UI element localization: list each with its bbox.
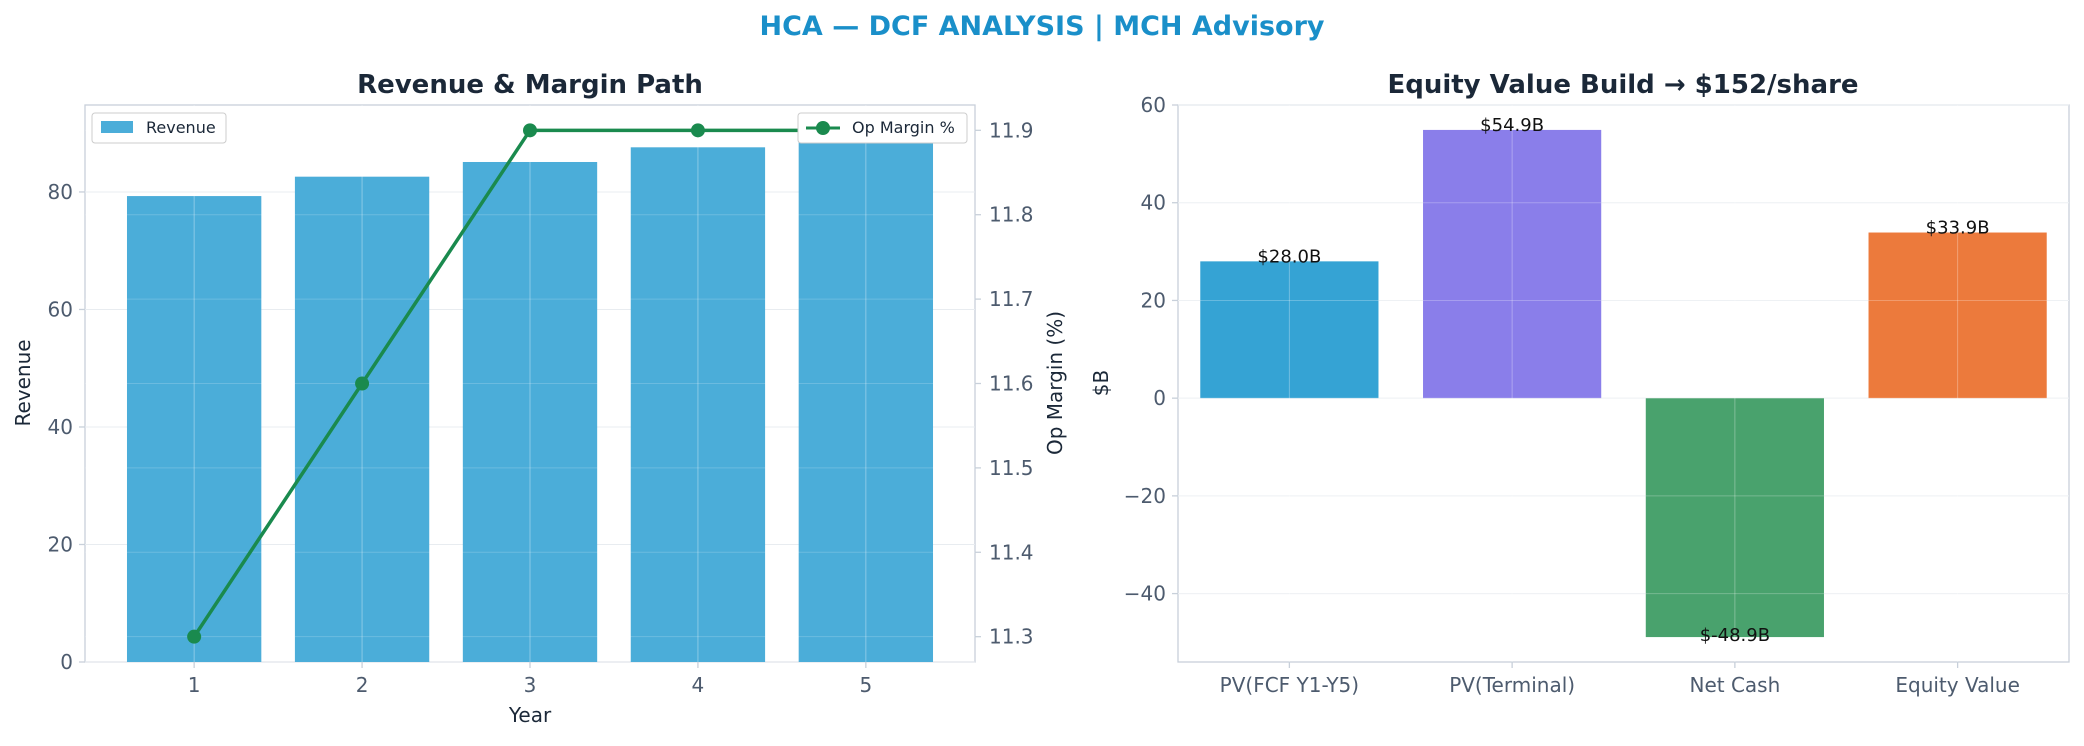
- right-y-ticks: −40 −20 0 20 40 60: [1124, 93, 1178, 606]
- left-y2-tick-label: 11.6: [989, 372, 1034, 396]
- left-vertical-grid: [85, 105, 975, 662]
- right-x-ticks: PV(FCF Y1-Y5) PV(Terminal) Net Cash Equity …: [1220, 662, 2020, 697]
- right-y-tick-label: 0: [1153, 386, 1166, 410]
- left-x-axis-label: Year: [508, 703, 552, 727]
- left-y-ticks: 0 20 40 60 80: [48, 180, 85, 674]
- left-y2-tick-label: 11.7: [989, 287, 1034, 311]
- op-margin-legend: Op Margin %: [797, 112, 968, 144]
- equity-bars: [1200, 129, 2047, 638]
- revenue-bar: [798, 132, 934, 663]
- revenue-legend-label: Revenue: [146, 118, 216, 137]
- equity-data-label: $28.0B: [1257, 246, 1321, 267]
- left-y2-tick-label: 11.9: [989, 118, 1034, 142]
- equity-data-label: $54.9B: [1480, 115, 1544, 136]
- equity-data-label: $33.9B: [1926, 218, 1990, 239]
- left-y2-tick-label: 11.4: [989, 540, 1034, 564]
- revenue-legend-box: [91, 112, 227, 144]
- right-y-tick-label: 20: [1141, 288, 1166, 312]
- left-x-tick-label: 2: [356, 673, 369, 697]
- left-y-tick-label: 80: [48, 180, 73, 204]
- left-x-tick-label: 4: [692, 673, 705, 697]
- left-x-tick-label: 1: [188, 673, 201, 697]
- op-margin-point: [690, 123, 705, 138]
- revenue-legend: Revenue: [91, 112, 227, 144]
- left-y-tick-label: 20: [48, 532, 73, 556]
- revenue-bars: [126, 132, 934, 663]
- equity-bar: [1645, 398, 1824, 638]
- right-y-axis-label: $B: [1089, 370, 1113, 396]
- op-margin-point: [523, 123, 537, 138]
- left-y2-tick-label: 11.3: [989, 625, 1034, 649]
- left-y-axis-label: Revenue: [11, 339, 35, 426]
- left-x-tick-label: 5: [859, 673, 872, 697]
- figure-suptitle: HCA — DCF ANALYSIS | MCH Advisory: [759, 11, 1324, 42]
- revenue-bar: [462, 161, 598, 662]
- right-vertical-grid: [1178, 104, 2069, 662]
- left-y2-ticks: 11.3 11.4 11.5 11.6 11.7 11.8 11.9: [975, 118, 1034, 649]
- right-y-tick-label: 40: [1141, 191, 1166, 215]
- left-y-tick-label: 40: [48, 415, 73, 439]
- equity-data-label: $-48.9B: [1700, 625, 1770, 646]
- right-x-tick-label: Net Cash: [1689, 673, 1780, 697]
- right-y-tick-label: −40: [1124, 582, 1166, 606]
- left-y-tick-label: 0: [60, 650, 73, 674]
- revenue-margin-chart: 0 20 40 60 80 11.3 11.4 11.5 11.6 11.7 11.8 11.9 1…: [11, 70, 1067, 727]
- op-margin-point: [355, 376, 370, 391]
- left-chart-title: Revenue & Margin Path: [357, 70, 703, 100]
- equity-data-labels: $28.0B $54.9B $-48.9B $33.9B: [1257, 115, 1989, 646]
- equity-value-chart: $28.0B$54.9B$-48.9B$33.9B −40−200204060 …: [1089, 70, 2070, 697]
- op-margin-point: [187, 629, 202, 644]
- right-y-tick-label: −20: [1124, 484, 1166, 508]
- right-x-tick-label: Equity Value: [1895, 673, 2020, 697]
- equity-bar: [1423, 129, 1602, 399]
- op-margin-legend-label: Op Margin %: [852, 118, 955, 137]
- left-x-tick-label: 3: [524, 673, 537, 697]
- left-y2-tick-label: 11.5: [989, 456, 1034, 480]
- right-y-tick-label: 60: [1141, 93, 1166, 117]
- revenue-legend-swatch: [101, 121, 133, 133]
- revenue-bar: [294, 176, 430, 662]
- left-x-ticks: 1 2 3 4 5: [188, 662, 872, 697]
- equity-bar: [1868, 232, 2047, 399]
- left-y2-axis-label: Op Margin (%): [1043, 311, 1067, 455]
- right-x-tick-label: PV(Terminal): [1449, 673, 1575, 697]
- left-y2-tick-label: 11.8: [989, 203, 1034, 227]
- right-x-tick-label: PV(FCF Y1-Y5): [1220, 673, 1359, 697]
- left-y-tick-label: 60: [48, 297, 73, 321]
- revenue-bar: [126, 196, 262, 662]
- op-margin-legend-box: [797, 112, 968, 144]
- equity-bar: [1200, 261, 1379, 399]
- revenue-bar: [630, 147, 766, 662]
- right-chart-title: Equity Value Build → $152/share: [1387, 70, 1858, 100]
- op-margin-legend-marker: [816, 121, 830, 135]
